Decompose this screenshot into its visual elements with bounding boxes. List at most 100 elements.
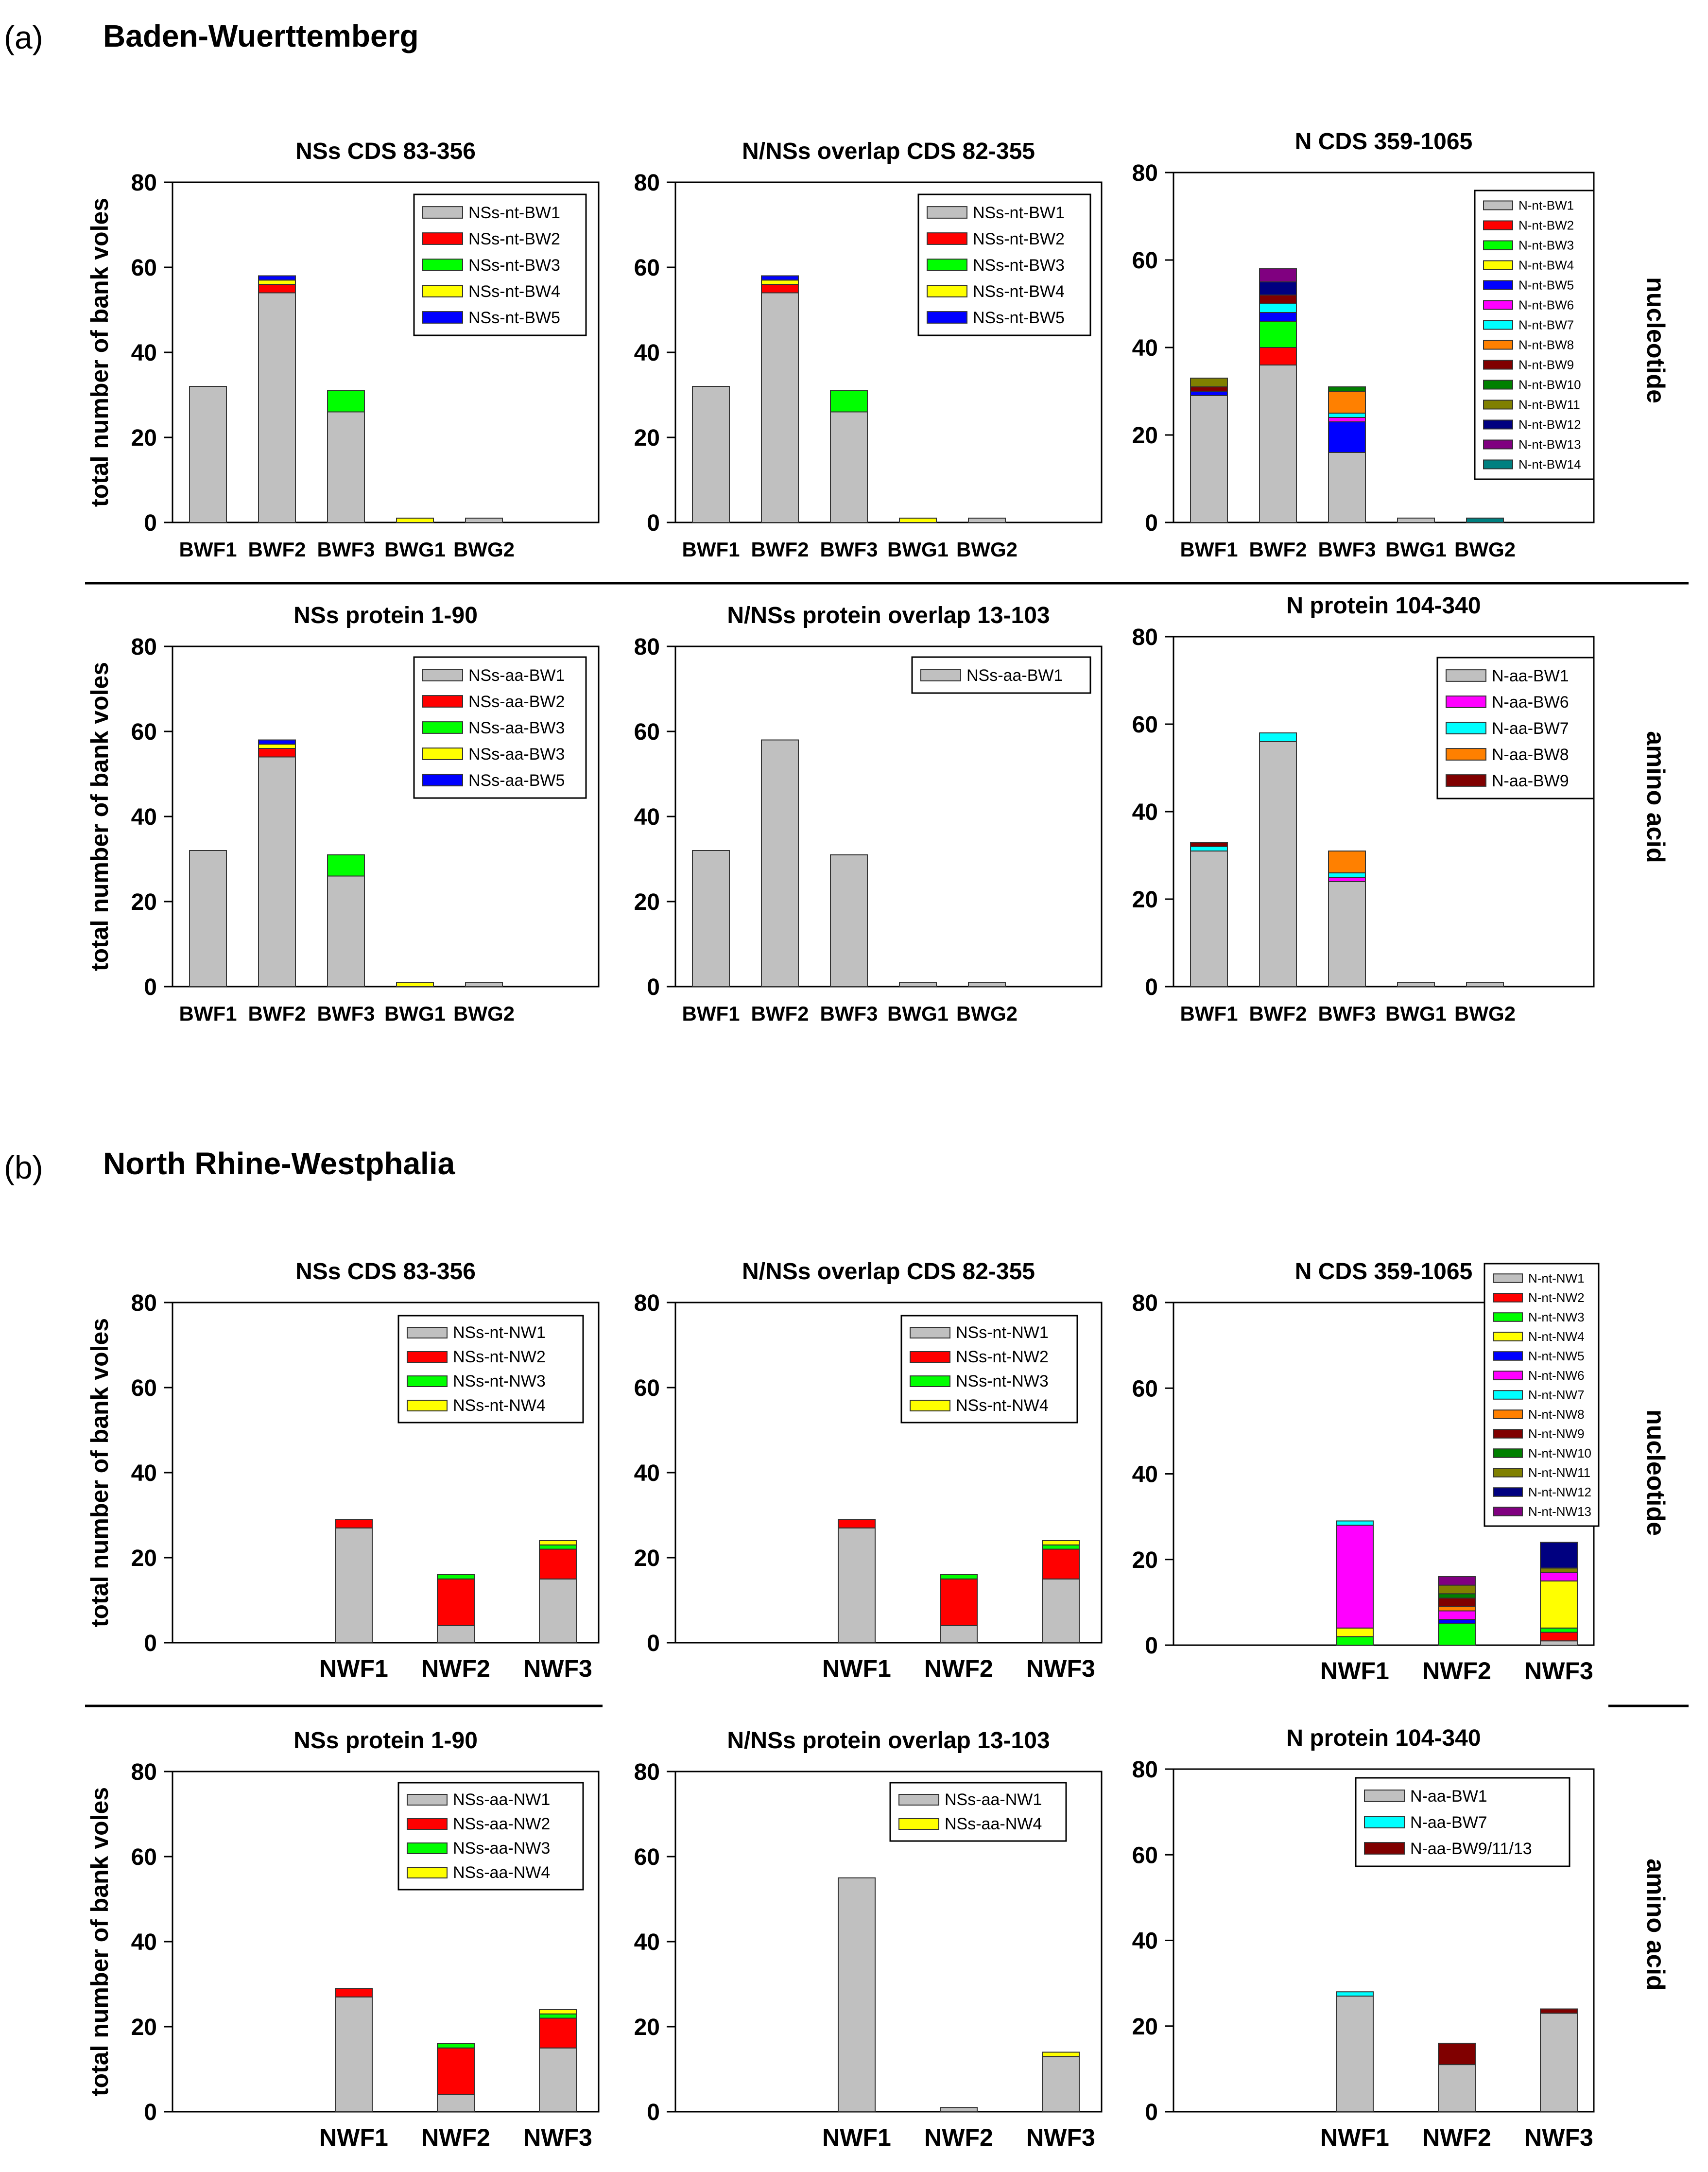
y-tick-label: 80 <box>131 634 157 660</box>
bar-segment <box>1190 378 1228 387</box>
chart-title: NSs protein 1-90 <box>293 603 478 628</box>
bar-segment <box>1540 1572 1578 1581</box>
y-tick-label: 0 <box>1145 974 1158 1000</box>
bar-segment <box>1042 2056 1080 2112</box>
y-tick-label: 60 <box>1132 1376 1158 1402</box>
row-label-amino-acid-a: amino acid <box>1641 731 1670 863</box>
y-axis-label: total number of bank voles <box>86 662 113 971</box>
legend-swatch <box>1483 380 1513 390</box>
row-label-b-top: nucleotide <box>1641 1409 1670 1536</box>
y-tick-label: 20 <box>634 425 660 451</box>
bar-segment <box>539 2017 577 2049</box>
y-tick-label: 20 <box>131 889 157 915</box>
bar-segment <box>1190 395 1228 523</box>
x-tick-label: NWF2 <box>924 2124 993 2151</box>
legend-label: N-aa-BW7 <box>1492 719 1569 738</box>
x-tick-label: BWG2 <box>1454 538 1516 561</box>
bar-segment <box>1438 1576 1476 1586</box>
legend-swatch <box>422 259 463 271</box>
bar-segment <box>335 1519 373 1529</box>
row-label-nucleotide-b: nucleotide <box>1641 1409 1670 1536</box>
bar-segment <box>396 518 434 523</box>
x-tick-label: NWF1 <box>822 2124 891 2151</box>
legend-label: N-nt-BW1 <box>1518 198 1574 213</box>
y-axis-label: total number of bank voles <box>86 198 113 507</box>
x-tick-label: NWF2 <box>924 1655 993 1682</box>
y-tick-label: 0 <box>647 1631 660 1656</box>
legend-swatch <box>927 311 967 324</box>
bar-segment <box>258 275 296 281</box>
legend-label: NSs-nt-NW3 <box>956 1372 1049 1390</box>
x-tick-label: BWF1 <box>179 538 237 561</box>
plot-frame <box>674 645 1103 988</box>
bar-segment <box>1328 872 1366 878</box>
chart-1: NSs CDS 83-356 0 20 40 60 80 total number of b… <box>86 139 600 561</box>
y-tick-label: 0 <box>647 510 660 536</box>
bar-segment <box>258 756 296 987</box>
bar-segment <box>1328 413 1366 418</box>
legend-label: N-aa-BW8 <box>1492 746 1569 764</box>
x-tick-label: NWF2 <box>421 2124 490 2151</box>
bar-segment <box>1438 2043 1476 2066</box>
bar-segment <box>1540 2008 1578 2014</box>
legend-swatch <box>407 1327 448 1338</box>
legend: NSs-aa-NW1 NSs-aa-NW4 <box>889 1782 1067 1842</box>
y-tick-label: 40 <box>1132 1462 1158 1488</box>
bar-segment <box>539 1544 577 1550</box>
chart-title: N/NSs protein overlap 13-103 <box>727 1728 1050 1754</box>
legend-swatch <box>898 1818 939 1830</box>
bar-segment <box>1328 877 1366 882</box>
bar-segment <box>1540 1580 1578 1629</box>
bar-segment <box>940 2107 978 2112</box>
legend-swatch <box>1483 419 1513 430</box>
x-tick-label: BWG2 <box>453 538 515 561</box>
row-label-a-bottom: amino acid <box>1641 731 1670 863</box>
legend-label: N-nt-NW7 <box>1528 1388 1585 1402</box>
y-tick-label: 40 <box>634 1460 660 1486</box>
legend-swatch <box>1493 1371 1523 1380</box>
x-tick-label: NWF1 <box>319 2124 388 2151</box>
y-tick-label: 80 <box>634 634 660 660</box>
bar-segment <box>539 1540 577 1546</box>
row-label-a-top: nucleotide <box>1641 277 1670 403</box>
bar-segment <box>1438 1593 1476 1599</box>
legend-swatch <box>407 1794 448 1806</box>
legend: NSs-aa-BW1 <box>911 656 1091 694</box>
legend-label: N-nt-NW4 <box>1528 1329 1585 1344</box>
bar-segment <box>1190 391 1228 396</box>
x-tick-label: BWF2 <box>248 538 306 561</box>
bar-segment <box>1438 1598 1476 1607</box>
bar-segment <box>830 854 868 987</box>
legend-swatch <box>407 1818 448 1830</box>
x-tick-label: NWF1 <box>319 1655 388 1682</box>
x-tick-label: BWG2 <box>956 538 1018 561</box>
chart-title: N protein 104-340 <box>1286 1725 1481 1751</box>
y-tick-label: 20 <box>1132 2014 1158 2040</box>
y-tick-label: 80 <box>131 170 157 196</box>
bar-segment <box>1540 2013 1578 2112</box>
x-tick-label: NWF1 <box>1320 2124 1389 2151</box>
legend-swatch <box>1493 1409 1523 1419</box>
legend-swatch <box>920 669 961 681</box>
legend-label: N-nt-NW8 <box>1528 1407 1585 1422</box>
bar-segment <box>899 982 937 987</box>
bar-segment <box>1190 851 1228 987</box>
x-tick-label: BWF3 <box>1318 1002 1376 1025</box>
bar-segment <box>761 292 799 523</box>
panel-b-header: (b) North Rhine-Westphalia <box>4 1146 455 1185</box>
bar-segment <box>437 2094 475 2112</box>
legend-label: NSs-aa-NW1 <box>453 1790 550 1809</box>
legend-swatch <box>1493 1273 1523 1283</box>
row-label-amino-acid-b: amino acid <box>1641 1859 1670 1991</box>
bar-segment <box>1259 732 1297 742</box>
legend: NSs-nt-BW1 NSs-nt-BW2 NSs-nt-BW3 NSs-nt-BW4… <box>413 193 587 336</box>
bar-segment <box>830 390 868 413</box>
y-tick-label: 80 <box>131 1759 157 1785</box>
bar-segment <box>327 390 365 413</box>
legend-swatch <box>407 1400 448 1411</box>
legend-swatch <box>1493 1332 1523 1341</box>
legend-label: N-nt-BW13 <box>1518 437 1581 452</box>
legend: N-aa-BW1 N-aa-BW6 N-aa-BW7 N-aa-BW8 N-aa-BW9 <box>1436 657 1595 799</box>
legend-label: NSs-nt-BW3 <box>468 256 560 275</box>
